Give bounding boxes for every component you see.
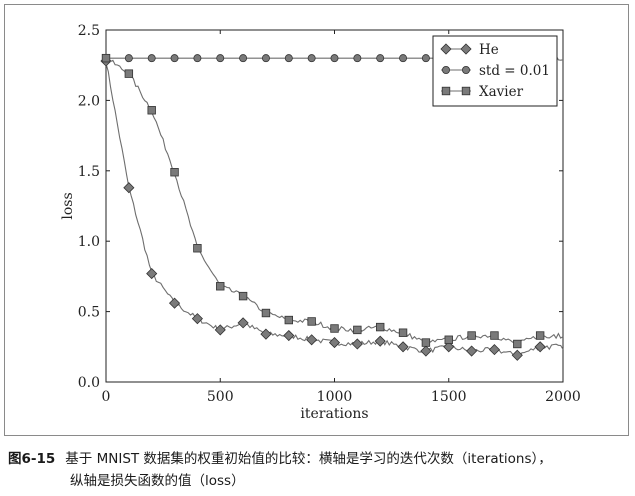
data-point-he (534, 341, 546, 353)
data-point-xavier (330, 324, 339, 333)
data-point-std-0-01 (330, 54, 339, 63)
data-point-xavier (238, 291, 248, 301)
data-point-xavier (124, 69, 134, 78)
legend-marker-he (440, 43, 452, 55)
data-point-he (191, 313, 203, 325)
loss-chart: 0 500 1000 1500 2000 0.0 0.5 1.0 1.5 2.0 2.5 iterat… (60, 23, 581, 422)
data-point-he (283, 329, 295, 342)
x-tick-label: 0 (102, 389, 111, 405)
data-point-he (146, 268, 158, 280)
legend-marker-std-0-01 (461, 66, 470, 75)
series-line-he (105, 63, 564, 357)
data-point-he (351, 338, 363, 350)
data-point-xavier (307, 317, 316, 326)
data-point-xavier (467, 331, 476, 340)
data-point-he (260, 328, 272, 340)
figure-number: 图6-15 (8, 451, 56, 467)
data-point-he (168, 297, 181, 309)
y-tick-label: 2.5 (78, 23, 100, 39)
data-point-he (214, 324, 226, 336)
data-point-std-0-01 (399, 54, 408, 63)
data-point-he (420, 345, 432, 357)
y-axis-label: loss (60, 192, 76, 219)
data-point-he (397, 341, 409, 353)
y-tick-label: 1.5 (78, 164, 100, 180)
data-point-xavier (216, 282, 225, 291)
data-point-xavier (170, 168, 179, 177)
legend-marker-xavier (441, 86, 451, 96)
data-point-std-0-01 (147, 54, 156, 63)
figure-caption: 图6-15 基于 MNIST 数据集的权重初始值的比较：横轴是学习的迭代次数（it… (8, 448, 630, 492)
data-point-xavier (353, 325, 362, 335)
caption-line-1: 基于 MNIST 数据集的权重初始值的比较：横轴是学习的迭代次数（iterati… (65, 451, 552, 467)
data-point-xavier (513, 339, 522, 349)
data-point-xavier (284, 315, 293, 325)
data-point-xavier (147, 106, 156, 115)
x-axis-label: iterations (300, 406, 368, 422)
data-point-xavier (101, 53, 111, 63)
x-tick-label: 2000 (545, 389, 581, 405)
legend-marker-std-0-01 (441, 66, 450, 75)
x-tick-label: 500 (207, 389, 234, 405)
data-point-he (443, 341, 455, 353)
data-point-xavier (261, 308, 271, 318)
caption-line-2: 纵轴是损失函数的值（loss） (70, 473, 245, 489)
data-point-he (374, 335, 386, 347)
y-tick-label: 1.0 (78, 234, 100, 250)
y-tick-label: 2.0 (78, 93, 100, 109)
data-point-std-0-01 (216, 54, 225, 63)
data-point-he (328, 337, 341, 349)
x-tick-label: 1000 (317, 389, 353, 405)
data-point-he (123, 182, 135, 194)
data-point-he (237, 317, 249, 329)
data-point-xavier (398, 328, 408, 337)
data-point-std-0-01 (193, 54, 202, 63)
y-tick-label: 0.5 (78, 305, 100, 321)
legend-marker-he (460, 43, 472, 55)
data-point-std-0-01 (307, 54, 316, 63)
data-point-std-0-01 (239, 54, 248, 63)
legend-label-xavier: Xavier (479, 84, 524, 100)
data-point-std-0-01 (353, 54, 362, 63)
data-point-std-0-01 (261, 54, 270, 63)
data-point-he (466, 345, 478, 357)
data-point-he (306, 334, 318, 346)
data-point-std-0-01 (376, 54, 385, 63)
data-point-xavier (421, 338, 431, 347)
data-point-xavier (375, 322, 385, 332)
data-point-xavier (535, 331, 545, 340)
data-point-xavier (444, 335, 453, 344)
data-point-xavier (193, 244, 202, 253)
data-point-he (511, 349, 523, 361)
legend-label-std-0-01: std = 0.01 (479, 63, 550, 79)
y-tick-label: 0.0 (78, 375, 100, 391)
data-point-std-0-01 (170, 54, 179, 63)
data-point-std-0-01 (421, 54, 430, 63)
data-point-he (488, 344, 501, 356)
x-tick-label: 1500 (431, 389, 467, 405)
legend-marker-xavier (461, 86, 471, 96)
legend-box (432, 35, 558, 107)
data-point-xavier (490, 331, 499, 340)
legend-label-he: He (479, 42, 499, 58)
data-point-std-0-01 (124, 54, 133, 63)
data-point-std-0-01 (284, 54, 293, 63)
